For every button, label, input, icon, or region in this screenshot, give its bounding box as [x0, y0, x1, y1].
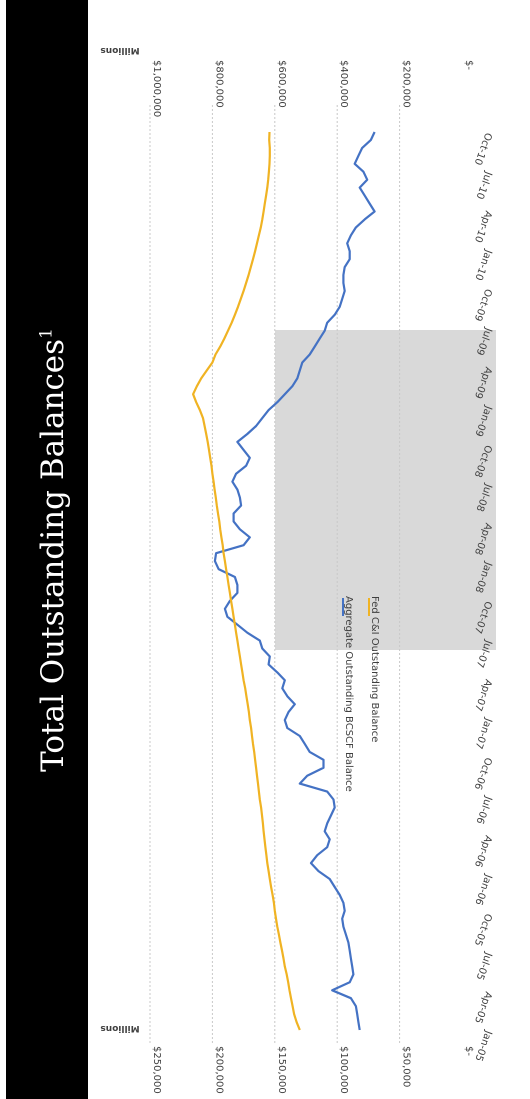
- left-tick-label: $-: [463, 1046, 474, 1056]
- x-tick-label: Jan-06: [472, 872, 494, 907]
- series-line-bcscf: [213, 131, 376, 1031]
- right-tick-label: $-: [463, 60, 474, 70]
- left-tick-label: $50,000: [401, 1046, 412, 1087]
- legend-label-fed: Fed C&I Outstanding Balance: [369, 596, 380, 742]
- x-tick-label: Apr-06: [472, 834, 494, 869]
- x-tick-label: Jan-07: [472, 716, 494, 751]
- x-tick-label: Oct-10: [472, 131, 494, 166]
- x-tick-label: Apr-07: [472, 678, 494, 713]
- x-tick-label: Apr-10: [472, 209, 494, 244]
- right-axis: $- $200,000 $400,000 $600,000 $800,000 $1,000…: [151, 60, 474, 117]
- right-tick-label: $1,000,000: [151, 60, 162, 117]
- x-tick-label: Apr-05: [472, 990, 494, 1025]
- x-tick-label: Jan-05: [472, 1028, 494, 1063]
- series-line-fed: [192, 131, 301, 1031]
- x-tick-label: Jul-05: [473, 950, 493, 981]
- right-tick-label: $800,000: [213, 60, 224, 108]
- x-tick-label: Jan-10: [472, 247, 494, 282]
- left-axis-unit-label: Millions: [100, 1023, 139, 1033]
- left-tick-label: $200,000: [213, 1046, 224, 1094]
- legend: Aggregate Outstanding BCSCF Balance Fed …: [342, 596, 380, 792]
- right-tick-label: $600,000: [276, 60, 287, 108]
- right-axis-unit-label: Millions: [100, 45, 139, 55]
- left-tick-label: $100,000: [338, 1046, 349, 1094]
- series-layer: [192, 131, 376, 1031]
- shaded-period: [275, 330, 496, 650]
- right-tick-label: $200,000: [401, 60, 412, 108]
- right-tick-label: $400,000: [338, 60, 349, 108]
- gridlines: [149, 105, 401, 1045]
- x-tick-label: Jul-10: [473, 169, 493, 200]
- left-tick-label: $250,000: [151, 1046, 162, 1094]
- title-banner: Total Outstanding Balances1: [6, 0, 88, 1099]
- x-tick-label: Oct-09: [472, 287, 494, 322]
- x-tick-label: Jul-06: [473, 794, 493, 825]
- legend-label-bcscf: Aggregate Outstanding BCSCF Balance: [343, 596, 354, 792]
- x-tick-label: Oct-05: [472, 912, 494, 947]
- x-tick-label: Oct-06: [472, 756, 494, 791]
- left-tick-label: $150,000: [276, 1046, 287, 1094]
- left-axis: $- $50,000 $100,000 $150,000 $200,000 $250,00…: [151, 1046, 474, 1094]
